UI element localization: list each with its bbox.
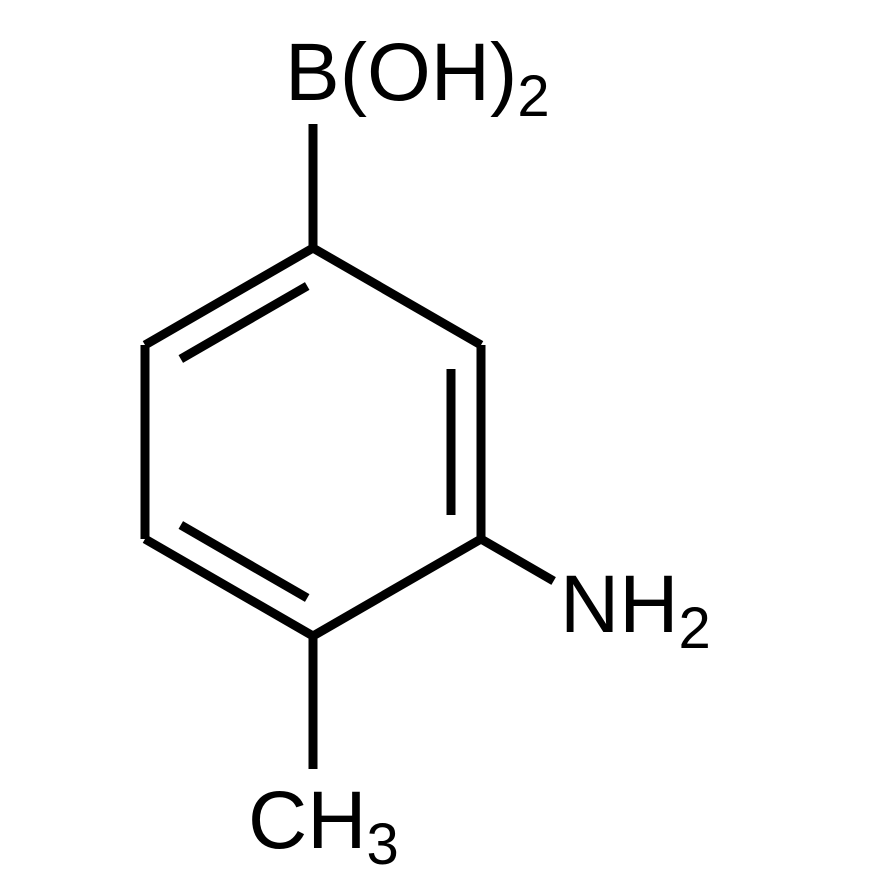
bonds xyxy=(145,124,554,769)
methyl-label: CH3 xyxy=(248,775,399,877)
chemical-structure-diagram: B(OH)2 NH2 CH3 xyxy=(0,0,890,890)
boronic-acid-label: B(OH)2 xyxy=(285,27,550,129)
amine-label: NH2 xyxy=(560,559,711,661)
